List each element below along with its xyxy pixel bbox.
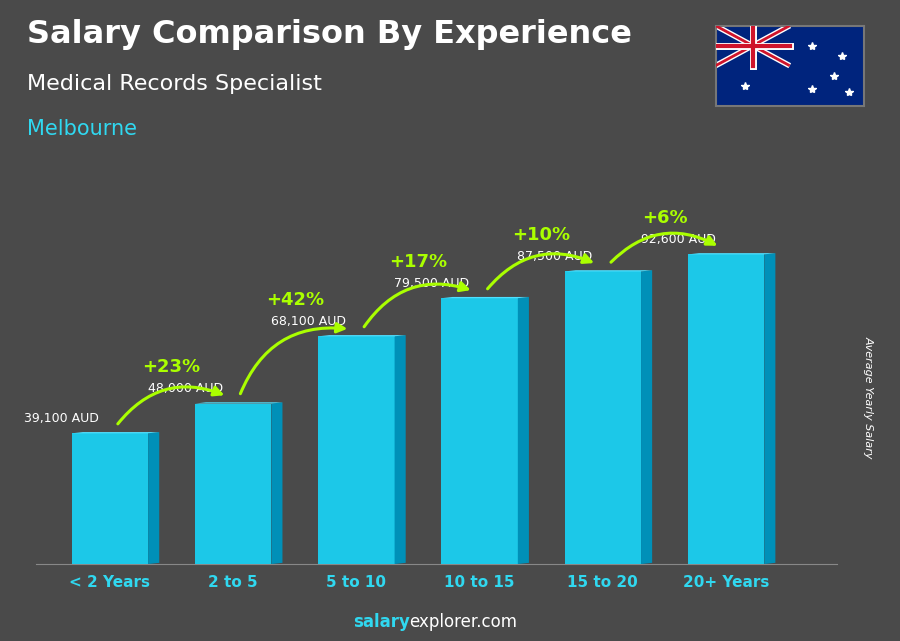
Polygon shape bbox=[716, 26, 864, 106]
Text: +6%: +6% bbox=[642, 209, 688, 227]
Text: +23%: +23% bbox=[142, 358, 201, 376]
Polygon shape bbox=[272, 403, 283, 564]
Polygon shape bbox=[688, 253, 776, 254]
Polygon shape bbox=[195, 403, 283, 404]
Polygon shape bbox=[319, 337, 394, 564]
Text: +17%: +17% bbox=[389, 253, 447, 271]
Polygon shape bbox=[441, 297, 529, 298]
Polygon shape bbox=[641, 271, 652, 564]
Text: +10%: +10% bbox=[512, 226, 571, 244]
Polygon shape bbox=[148, 432, 159, 564]
Polygon shape bbox=[72, 433, 148, 564]
Polygon shape bbox=[394, 335, 406, 564]
Text: Medical Records Specialist: Medical Records Specialist bbox=[27, 74, 322, 94]
Text: Average Yearly Salary: Average Yearly Salary bbox=[863, 336, 874, 459]
Text: 39,100 AUD: 39,100 AUD bbox=[24, 412, 99, 425]
Text: 79,500 AUD: 79,500 AUD bbox=[394, 277, 469, 290]
Text: salary: salary bbox=[353, 613, 410, 631]
Text: 87,500 AUD: 87,500 AUD bbox=[518, 250, 592, 263]
Text: 48,000 AUD: 48,000 AUD bbox=[148, 382, 222, 395]
Polygon shape bbox=[72, 432, 159, 433]
Text: Melbourne: Melbourne bbox=[27, 119, 137, 138]
Text: explorer.com: explorer.com bbox=[410, 613, 518, 631]
Text: Salary Comparison By Experience: Salary Comparison By Experience bbox=[27, 19, 632, 50]
Polygon shape bbox=[319, 335, 406, 337]
Polygon shape bbox=[195, 404, 272, 564]
Polygon shape bbox=[688, 254, 764, 564]
Polygon shape bbox=[764, 253, 776, 564]
Text: 92,600 AUD: 92,600 AUD bbox=[641, 233, 716, 246]
Polygon shape bbox=[441, 298, 518, 564]
Polygon shape bbox=[564, 271, 641, 564]
Text: +42%: +42% bbox=[266, 291, 324, 309]
Polygon shape bbox=[518, 297, 529, 564]
Text: 68,100 AUD: 68,100 AUD bbox=[271, 315, 346, 328]
